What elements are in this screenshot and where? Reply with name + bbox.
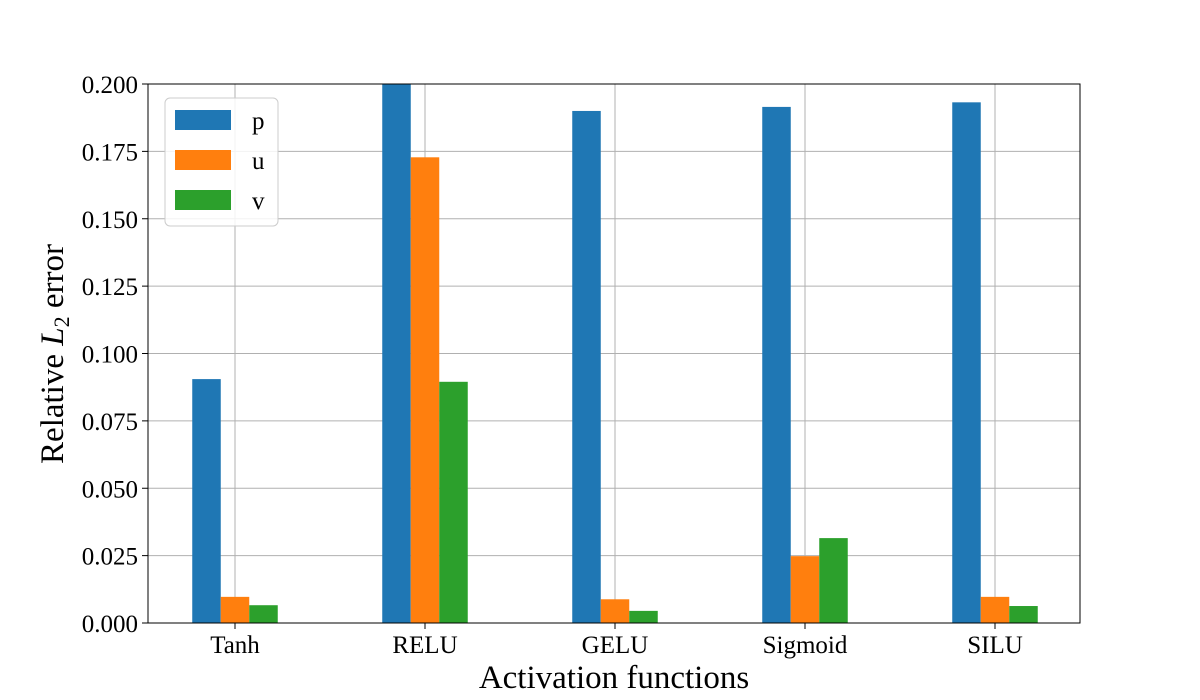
y-tick-label: 0.200 <box>82 72 138 99</box>
y-tick-label: 0.150 <box>82 207 138 234</box>
y-tick-label: 0.075 <box>82 409 138 436</box>
y-axis-label: Relative L2 error <box>35 244 74 464</box>
bar-v-tanh <box>249 605 278 623</box>
y-tick-label: 0.025 <box>82 544 138 571</box>
y-tick-label: 0.100 <box>82 342 138 369</box>
x-tick-label: Sigmoid <box>763 632 848 659</box>
grid <box>148 83 1080 624</box>
y-tick-label: 0.050 <box>82 476 138 503</box>
x-tick-label: RELU <box>392 632 457 659</box>
x-axis-label: Activation functions <box>479 660 749 696</box>
legend-label-p: p <box>252 108 265 135</box>
bar-v-relu <box>439 381 468 623</box>
bar-v-silu <box>1009 606 1038 623</box>
legend-label-u: u <box>252 148 265 175</box>
bar-u-relu <box>410 157 440 623</box>
y-tick-label: 0.125 <box>82 274 138 301</box>
bar-v-gelu <box>629 610 658 623</box>
legend-swatch-v <box>175 190 231 210</box>
y-tick-label: 0.000 <box>82 611 138 638</box>
legend-entries: puv <box>175 108 265 215</box>
axis-ticks: 0.000 0.025 0.050 0.075 0.100 0.125 0.150 0.175… <box>82 72 1023 659</box>
x-tick-label: SILU <box>967 632 1023 659</box>
legend: puv <box>164 97 279 227</box>
legend-swatch-p <box>175 110 231 130</box>
y-axis-label-subscript: 2 <box>49 316 74 327</box>
y-axis-label-symbol: L <box>35 327 71 346</box>
bar-u-tanh <box>220 596 250 623</box>
y-axis-label-suffix: error <box>35 244 71 316</box>
legend-swatch-u <box>175 150 231 170</box>
bar-p-sigmoid <box>762 106 791 624</box>
y-tick-label: 0.175 <box>82 139 138 166</box>
bar-u-gelu <box>600 599 630 623</box>
x-tick-label: GELU <box>582 632 649 659</box>
y-axis-label-prefix: Relative <box>35 346 71 464</box>
bar-p-relu <box>382 84 411 623</box>
legend-label-v: v <box>252 188 265 215</box>
bars <box>192 84 1038 624</box>
x-tick-label: Tanh <box>210 632 260 659</box>
bar-v-sigmoid <box>819 538 848 623</box>
bar-u-sigmoid <box>790 556 820 623</box>
bar-p-gelu <box>572 110 601 623</box>
bar-p-silu <box>952 102 981 624</box>
bar-p-tanh <box>192 379 221 623</box>
bar-u-silu <box>980 596 1010 623</box>
